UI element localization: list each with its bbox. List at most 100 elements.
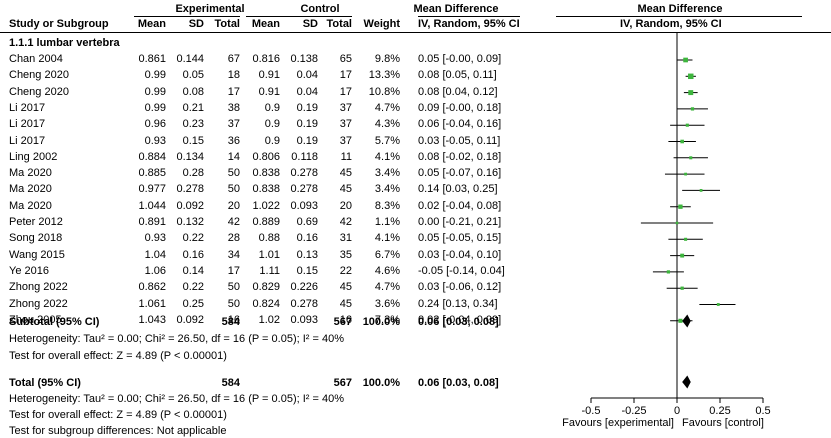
md-ci: 0.08 [0.05, 0.11] (418, 69, 497, 82)
exp-sd: 0.28 (182, 167, 204, 180)
ctl-mean: 0.806 (252, 150, 280, 163)
weight: 13.3% (368, 69, 400, 82)
effect-point (666, 270, 671, 274)
ctl-sd: 0.04 (296, 85, 318, 98)
control-group-header: Control (300, 3, 340, 15)
ctl-total: 20 (339, 199, 352, 212)
exp-sd: 0.08 (182, 85, 204, 98)
exp-mean: 1.061 (138, 297, 166, 310)
ctl-sd-header: SD (302, 18, 318, 30)
study-column-header: Study or Subgroup (9, 18, 109, 30)
exp-sd: 0.132 (176, 216, 204, 228)
exp-sd: 0.16 (182, 248, 204, 261)
ctl-sd: 0.19 (296, 118, 318, 131)
effect-point (680, 253, 685, 258)
study-name: Ma 2020 (9, 183, 52, 196)
total-overall-effect: Test for overall effect: Z = 4.89 (P < 0… (9, 409, 227, 421)
study-name: Cheng 2020 (9, 69, 69, 82)
ctl-total: 65 (339, 53, 352, 65)
ctl-sd: 0.093 (290, 313, 318, 326)
study-name: Li 2017 (9, 118, 46, 131)
exp-total: 50 (227, 183, 240, 196)
weight: 7.3% (374, 313, 400, 326)
weight: 3.4% (374, 167, 400, 180)
ctl-sd: 0.19 (296, 134, 318, 147)
effect-point (684, 237, 688, 241)
weight: 4.7% (374, 101, 400, 114)
total-weight: 100.0% (362, 377, 400, 389)
exp-sd: 0.278 (176, 183, 204, 196)
experimental-group-header: Experimental (175, 3, 245, 15)
plot-method-header: IV, Random, 95% CI (620, 18, 722, 30)
ctl-total: 42 (339, 216, 352, 228)
ctl-total: 37 (339, 118, 352, 131)
weight: 10.8% (368, 85, 400, 98)
effect-point (689, 156, 693, 160)
study-name: Li 2017 (9, 101, 46, 114)
exp-sd-header: SD (188, 18, 204, 30)
exp-sd: 0.23 (182, 118, 204, 131)
favours-control-label: Favours [control] (682, 417, 764, 429)
md-ci: 0.24 [0.13, 0.34] (418, 297, 498, 310)
x-tick-label: -0.5 (582, 405, 601, 417)
ctl-sd: 0.118 (291, 150, 318, 163)
exp-total: 14 (227, 150, 240, 163)
exp-total: 17 (227, 264, 240, 277)
ctl-mean: 0.9 (264, 134, 280, 147)
ctl-mean: 0.91 (258, 69, 280, 82)
effect-point (678, 204, 683, 209)
exp-total: 42 (227, 216, 240, 228)
ctl-sd: 0.138 (290, 53, 318, 65)
exp-mean: 0.99 (144, 101, 166, 114)
ctl-mean: 0.889 (252, 216, 280, 228)
ctl-total: 45 (339, 183, 352, 196)
md-ci: 0.05 [-0.00, 0.09] (418, 53, 502, 65)
ctl-total-header: Total (326, 18, 352, 30)
study-name: Wang 2015 (9, 248, 65, 261)
subtotal-diamond (682, 314, 691, 328)
ctl-sd: 0.13 (296, 248, 318, 261)
exp-total: 36 (227, 134, 240, 147)
exp-total: 50 (227, 297, 240, 310)
ctl-mean: 0.91 (258, 85, 280, 98)
study-name: Zhou 2005 (9, 313, 62, 326)
exp-sd: 0.22 (182, 232, 204, 245)
ctl-mean: 0.9 (264, 101, 280, 114)
weight: 3.6% (374, 297, 400, 310)
weight: 8.3% (374, 199, 400, 212)
subtotal-ci: 0.06 [0.03, 0.08] (418, 316, 499, 328)
header-bottom-rule (0, 32, 831, 33)
study-name: Zhong 2022 (9, 281, 68, 294)
study-name: Zhong 2022 (9, 297, 68, 310)
exp-mean: 1.06 (144, 264, 166, 277)
ctl-mean: 1.022 (252, 199, 280, 212)
exp-sd: 0.21 (182, 101, 204, 114)
plot-group-header: Mean Difference (637, 3, 723, 15)
ctl-sd: 0.278 (290, 167, 318, 180)
md-ci: 0.06 [-0.04, 0.16] (418, 118, 502, 131)
ctl-total: 31 (339, 232, 352, 245)
x-tick-label: 0 (674, 405, 680, 417)
total-ctl-total: 567 (333, 377, 352, 389)
ctl-total: 17 (339, 85, 352, 98)
exp-sd: 0.05 (182, 69, 204, 82)
total-exp-total: 584 (221, 377, 240, 389)
ctl-sd: 0.278 (290, 183, 318, 196)
ctl-mean: 1.02 (258, 313, 280, 326)
x-tick-label: -0.25 (621, 405, 646, 417)
subgroup-differences-test: Test for subgroup differences: Not appli… (9, 425, 227, 437)
ctl-sd: 0.04 (296, 69, 318, 82)
exp-total: 37 (227, 118, 240, 131)
md-ci: 0.02 [-0.04, 0.09] (418, 313, 502, 326)
header-underline-control (246, 16, 352, 17)
study-name: Ling 2002 (9, 150, 58, 163)
study-name: Ye 2016 (9, 264, 49, 277)
exp-mean: 1.043 (138, 313, 166, 326)
weight: 6.7% (374, 248, 400, 261)
md-ci: 0.05 [-0.05, 0.15] (418, 232, 502, 245)
exp-total: 50 (227, 167, 240, 180)
exp-total: 38 (227, 101, 240, 114)
effect-point (699, 189, 703, 192)
weight: 4.3% (374, 118, 400, 131)
weight: 9.8% (374, 53, 400, 65)
